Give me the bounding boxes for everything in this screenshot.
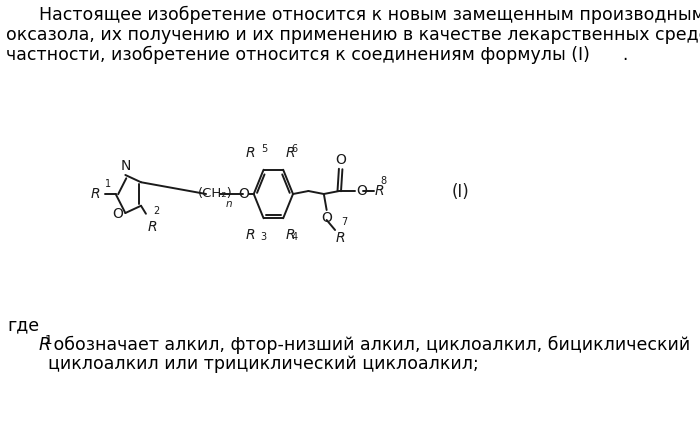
Text: циклоалкил или трициклический циклоалкил;: циклоалкил или трициклический циклоалкил… xyxy=(48,355,479,373)
Text: 7: 7 xyxy=(342,217,348,227)
Text: O: O xyxy=(335,153,346,167)
Text: O: O xyxy=(238,187,248,201)
Text: 5: 5 xyxy=(261,144,267,154)
Text: R: R xyxy=(38,336,50,354)
Text: 1: 1 xyxy=(105,179,111,189)
Text: частности, изобретение относится к соединениям формулы (I)      .: частности, изобретение относится к соеди… xyxy=(6,46,628,64)
Text: 2: 2 xyxy=(153,206,160,216)
Text: 3: 3 xyxy=(261,232,267,242)
Text: O: O xyxy=(321,211,332,225)
Text: (CH₂): (CH₂) xyxy=(198,187,232,200)
Text: 6: 6 xyxy=(292,144,298,154)
Text: R: R xyxy=(336,231,345,245)
Text: Настоящее изобретение относится к новым замещенным производным: Настоящее изобретение относится к новым … xyxy=(38,6,700,24)
Text: 4: 4 xyxy=(292,232,298,242)
Text: O: O xyxy=(113,207,123,221)
Text: R: R xyxy=(375,184,384,198)
Text: n: n xyxy=(226,199,232,209)
Text: N: N xyxy=(120,159,130,173)
Text: R: R xyxy=(286,146,295,160)
Text: O: O xyxy=(356,184,367,198)
Text: 8: 8 xyxy=(381,176,386,186)
Text: R: R xyxy=(286,228,295,242)
Text: 1: 1 xyxy=(45,334,52,347)
Text: R: R xyxy=(90,187,100,201)
Text: R: R xyxy=(246,228,256,242)
Text: R: R xyxy=(246,146,256,160)
Text: где: где xyxy=(7,316,39,334)
Text: (I): (I) xyxy=(452,183,470,201)
Text: оксазола, их получению и их применению в качестве лекарственных средств. В: оксазола, их получению и их применению в… xyxy=(6,26,700,44)
Text: обозначает алкил, фтор-низший алкил, циклоалкил, бициклический: обозначает алкил, фтор-низший алкил, цик… xyxy=(48,336,691,354)
Text: R: R xyxy=(148,220,158,234)
